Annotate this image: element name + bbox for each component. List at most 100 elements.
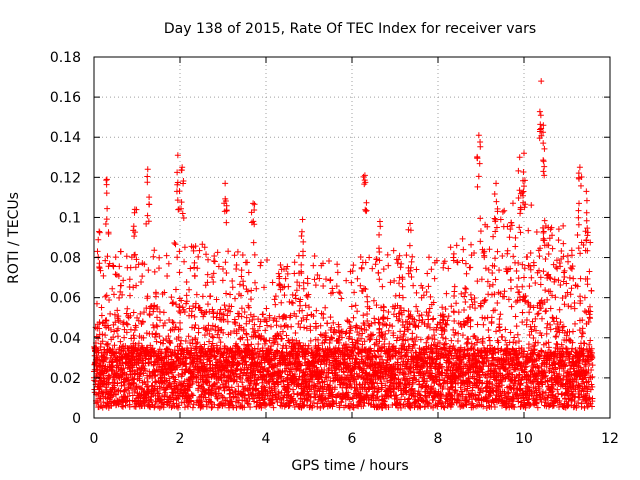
data-point	[194, 265, 201, 272]
data-point	[146, 312, 153, 319]
data-point	[127, 326, 134, 333]
data-point	[99, 338, 106, 345]
data-point	[100, 399, 107, 406]
data-points	[91, 78, 596, 411]
data-point	[145, 267, 152, 274]
data-point	[142, 367, 149, 374]
data-point	[210, 279, 217, 286]
data-point	[218, 377, 225, 384]
data-point	[206, 357, 213, 364]
data-point	[174, 254, 181, 261]
data-point	[150, 324, 157, 331]
data-point	[102, 356, 109, 363]
data-point	[153, 330, 160, 337]
data-point	[141, 365, 148, 372]
data-point	[198, 398, 205, 405]
data-point	[141, 309, 148, 316]
data-point	[99, 362, 106, 369]
data-point	[156, 265, 163, 272]
data-point	[118, 282, 125, 289]
data-point	[109, 285, 116, 292]
data-point	[156, 254, 163, 261]
data-point	[225, 248, 232, 255]
data-point	[193, 374, 200, 381]
data-point	[209, 361, 216, 368]
data-point	[153, 290, 160, 297]
data-point	[94, 346, 101, 353]
data-point	[183, 292, 190, 299]
data-point	[151, 359, 158, 366]
data-point	[177, 326, 184, 333]
data-point	[181, 244, 188, 251]
data-point	[107, 326, 114, 333]
data-point	[214, 395, 221, 402]
data-point	[221, 302, 228, 309]
data-point	[124, 321, 131, 328]
data-point	[192, 321, 199, 328]
data-point	[114, 307, 121, 314]
data-point	[203, 251, 210, 258]
data-point	[93, 300, 100, 307]
data-point	[172, 376, 179, 383]
data-point	[106, 260, 113, 267]
data-point	[126, 390, 133, 397]
data-point	[190, 392, 197, 399]
data-point	[99, 393, 106, 400]
data-point	[206, 338, 213, 345]
data-point	[118, 382, 125, 389]
data-point	[190, 247, 197, 254]
data-point	[183, 298, 190, 305]
data-point	[125, 377, 132, 384]
data-point	[165, 333, 172, 340]
data-point	[210, 334, 217, 341]
data-point	[194, 339, 201, 346]
data-point	[176, 248, 183, 255]
data-point	[94, 367, 101, 374]
data-point	[121, 382, 128, 389]
data-point	[98, 312, 105, 319]
data-point	[172, 366, 179, 373]
data-point	[158, 393, 165, 400]
data-point	[157, 385, 164, 392]
data-point	[192, 334, 199, 341]
data-point	[165, 260, 172, 267]
data-point	[139, 354, 146, 361]
data-point	[200, 313, 207, 320]
data-point	[112, 319, 119, 326]
data-point	[131, 335, 138, 342]
data-point	[221, 387, 228, 394]
data-point	[117, 388, 124, 395]
data-point	[156, 333, 163, 340]
data-point	[116, 263, 123, 270]
data-point	[132, 324, 139, 331]
data-point	[204, 279, 211, 286]
data-point	[96, 325, 103, 332]
data-point	[196, 247, 203, 254]
data-point	[130, 381, 137, 388]
data-point	[191, 272, 198, 279]
data-point	[131, 327, 138, 334]
data-point	[120, 277, 127, 284]
data-point	[211, 253, 218, 260]
data-point	[207, 398, 214, 405]
data-point	[139, 273, 146, 280]
data-point	[114, 333, 121, 340]
data-point	[196, 304, 203, 311]
data-point	[157, 350, 164, 357]
data-point	[207, 293, 214, 300]
data-point	[222, 383, 229, 390]
data-point	[113, 391, 120, 398]
data-point	[120, 399, 127, 406]
data-point	[199, 293, 206, 300]
data-point	[132, 342, 139, 349]
data-point	[166, 338, 173, 345]
data-point	[120, 319, 127, 326]
data-point	[205, 256, 212, 263]
data-point	[175, 334, 182, 341]
data-point	[140, 370, 147, 377]
data-point	[204, 327, 211, 334]
data-point	[168, 294, 175, 301]
data-point	[102, 332, 109, 339]
data-point	[106, 297, 113, 304]
data-point	[152, 331, 159, 338]
